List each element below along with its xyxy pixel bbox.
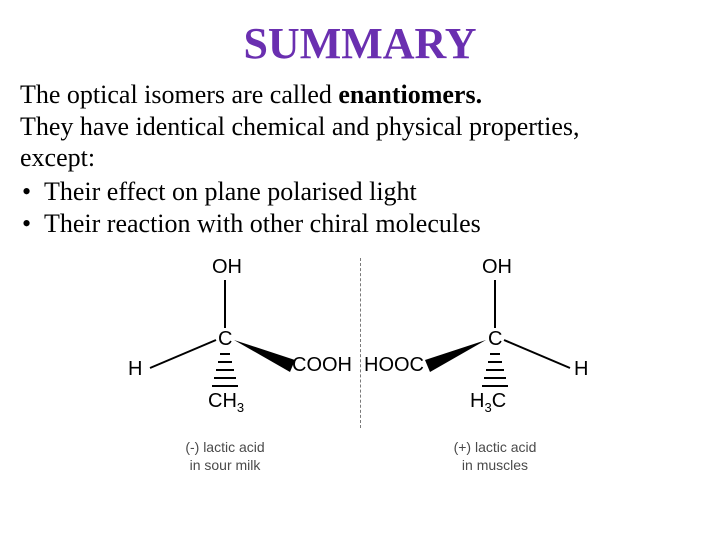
caption-left-line1: (-) lactic acid: [90, 438, 360, 457]
label-hooc-right: HOOC: [364, 354, 424, 377]
caption-right: (+) lactic acid in muscles: [360, 438, 630, 476]
body-line-1-bold: enantiomers.: [338, 80, 482, 109]
label-cooh-left: COOH: [292, 354, 352, 377]
body-line-2: They have identical chemical and physica…: [20, 111, 700, 143]
caption-right-line2: in muscles: [360, 456, 630, 475]
slide: SUMMARY The optical isomers are called e…: [0, 0, 720, 540]
body-line-1: The optical isomers are called enantiome…: [20, 79, 700, 111]
enantiomer-diagram: OH C H COOH CH3: [90, 250, 630, 480]
label-h3c-right-c: C: [492, 390, 506, 412]
caption-left-line2: in sour milk: [90, 456, 360, 475]
caption-left: (-) lactic acid in sour milk: [90, 438, 360, 476]
bullet-list: Their effect on plane polarised light Th…: [20, 176, 700, 239]
caption-right-line1: (+) lactic acid: [360, 438, 630, 457]
bullet-1: Their effect on plane polarised light: [20, 176, 700, 208]
body-text: The optical isomers are called enantiome…: [20, 79, 700, 240]
label-h3c-right-sub: 3: [484, 400, 491, 415]
label-oh-left: OH: [212, 256, 242, 279]
body-line-3: except:: [20, 142, 700, 174]
label-c-right: C: [488, 328, 502, 351]
label-h-left: H: [128, 358, 142, 381]
label-ch3-left-sub: 3: [237, 400, 244, 415]
label-ch3-left-main: CH: [208, 390, 237, 412]
label-oh-right: OH: [482, 256, 512, 279]
label-h-right: H: [574, 358, 588, 381]
label-ch3-left: CH3: [208, 390, 244, 415]
slide-title: SUMMARY: [20, 18, 700, 69]
label-h3c-right: H3C: [470, 390, 506, 415]
label-c-left: C: [218, 328, 232, 351]
label-h3c-right-h: H: [470, 390, 484, 412]
body-line-1-pre: The optical isomers are called: [20, 80, 338, 109]
bullet-2: Their reaction with other chiral molecul…: [20, 208, 700, 240]
diagram-container: OH C H COOH CH3: [20, 250, 700, 480]
